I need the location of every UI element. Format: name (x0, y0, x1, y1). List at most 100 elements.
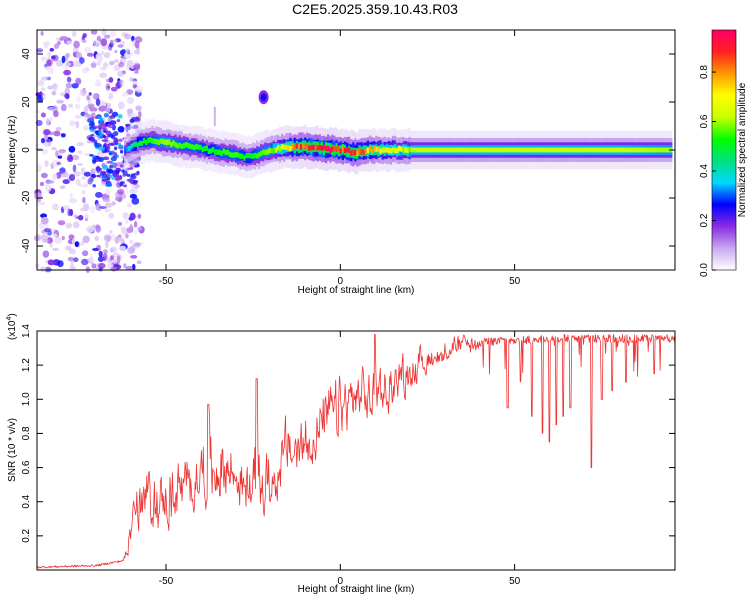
noise-speck (114, 49, 118, 54)
noise-speck (69, 192, 73, 199)
noise-speck (119, 149, 124, 154)
ridge-cell (212, 147, 215, 153)
ridge-cell (561, 147, 564, 153)
noise-speck (65, 62, 72, 67)
noise-speck (114, 142, 119, 145)
noise-speck (133, 229, 138, 235)
y-tick-label: -40 (21, 238, 32, 253)
noise-speck (135, 85, 144, 93)
noise-speck (135, 105, 142, 111)
noise-speck (59, 185, 66, 189)
ridge-cell (544, 147, 547, 153)
spectrogram-y-label: Frequency (Hz) (7, 116, 18, 185)
noise-speck (121, 227, 127, 235)
noise-speck (56, 161, 62, 166)
noise-speck (84, 218, 88, 221)
noise-speck (131, 80, 139, 85)
ridge-cell (417, 147, 420, 153)
noise-speck (78, 183, 86, 188)
ridge-cell (140, 140, 144, 147)
noise-speck (105, 241, 109, 249)
noise-speck (42, 250, 50, 258)
ridge-cell (235, 152, 238, 158)
noise-speck (129, 239, 134, 244)
ridge-cell (404, 147, 407, 153)
ridge-cell (659, 147, 662, 153)
noise-speck (138, 111, 142, 118)
spectrogram-y-ticks: -40 -20 0 20 40 (21, 48, 675, 253)
ridge-cell (266, 149, 269, 155)
ridge-cell (448, 147, 451, 153)
noise-speck (92, 159, 96, 164)
ridge-cell (525, 147, 529, 153)
ridge-cell (375, 146, 378, 153)
ridge-cell (134, 141, 137, 147)
ridge-cell (381, 147, 384, 153)
noise-speck (102, 134, 106, 139)
noise-speck (82, 125, 89, 131)
noise-speck (113, 138, 119, 143)
ridge-cell (490, 147, 493, 153)
ridge-cell (555, 147, 558, 153)
ridge-cell (182, 143, 185, 149)
ridge-cell (302, 143, 305, 149)
ridge-cell (609, 147, 612, 153)
noise-speck (134, 70, 139, 74)
ridge-cell (542, 147, 545, 153)
noise-speck (90, 29, 98, 35)
noise-speck (75, 121, 80, 129)
ridge-cell (653, 147, 656, 153)
noise-speck (100, 50, 104, 55)
noise-speck (74, 114, 82, 119)
noise-speck (92, 93, 99, 100)
noise-speck (92, 155, 99, 160)
noise-speck (88, 92, 92, 96)
noise-speck (129, 77, 134, 82)
ridge-cell (228, 151, 231, 157)
noise-speck (92, 184, 96, 188)
y-tick-label: 0.4 (21, 494, 32, 508)
ridge-cell (492, 147, 495, 153)
noise-speck (80, 88, 87, 97)
noise-speck (73, 171, 81, 177)
noise-speck (86, 95, 90, 101)
noise-speck (60, 133, 66, 138)
spectrogram-ridge-layer (124, 118, 673, 179)
y-tick-label: 1.2 (21, 358, 32, 372)
ridge-cell (647, 147, 650, 153)
ridge-cell (640, 147, 644, 153)
noise-speck (89, 254, 94, 261)
ridge-cell (599, 147, 602, 153)
colorbar-tick-label: 0.2 (699, 213, 710, 227)
ridge-cell (460, 147, 464, 153)
noise-speck (77, 150, 83, 155)
ridge-cell (237, 152, 240, 158)
noise-speck (90, 134, 94, 137)
x-tick-label: 0 (338, 576, 344, 587)
noise-speck (64, 87, 71, 95)
svg-text:(x104): (x104) (6, 313, 18, 340)
noise-speck (91, 263, 97, 269)
ridge-cell (569, 147, 572, 153)
noise-speck (127, 96, 134, 105)
noise-speck (40, 31, 44, 36)
ridge-cell (421, 147, 424, 153)
ridge-cell (362, 149, 365, 155)
ridge-cell (174, 142, 177, 148)
ridge-cell (306, 143, 309, 149)
ridge-cell (590, 147, 593, 153)
colorbar-gradient (712, 30, 736, 270)
ridge-cell (224, 150, 227, 156)
noise-speck (93, 40, 97, 46)
spectrogram-noise-layer (33, 28, 145, 274)
noise-speck (40, 266, 46, 273)
noise-speck (41, 93, 47, 100)
noise-speck (55, 127, 62, 131)
noise-speck (133, 64, 139, 69)
ridge-cell (161, 138, 165, 145)
noise-speck (96, 55, 103, 64)
ridge-cell (232, 152, 236, 158)
ridge-cell (546, 147, 549, 153)
colorbar: 0.0 0.2 0.4 0.6 0.8 Normalized spectral ampl… (699, 29, 748, 277)
ridge-cell (136, 142, 139, 148)
